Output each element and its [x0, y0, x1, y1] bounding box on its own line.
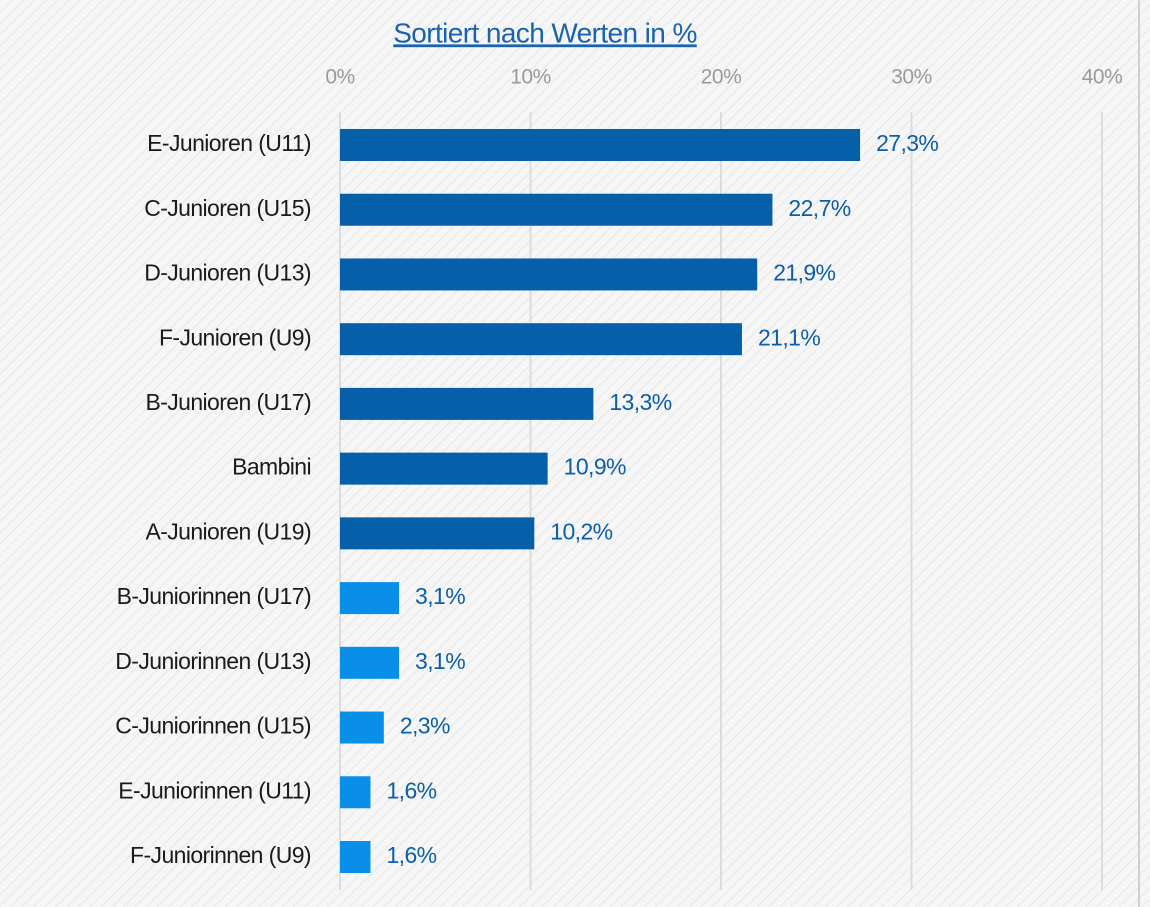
- bar: [340, 193, 773, 226]
- bar: [340, 776, 371, 809]
- value-label: 21,9%: [773, 260, 835, 286]
- y-tick-label: B-Juniorinnen (U17): [117, 583, 311, 609]
- x-tick-label: 20%: [701, 66, 742, 89]
- value-label: 22,7%: [788, 195, 850, 221]
- y-tick-label: D-Juniorinnen (U13): [115, 648, 311, 674]
- value-label: 21,1%: [758, 324, 820, 350]
- value-label: 10,2%: [550, 518, 612, 544]
- value-label: 13,3%: [609, 389, 671, 415]
- value-label: 1,6%: [386, 777, 436, 803]
- y-tick-label: A-Junioren (U19): [145, 518, 311, 544]
- bar: [340, 517, 535, 550]
- value-label: 27,3%: [876, 130, 938, 156]
- x-tick-label: 30%: [891, 66, 932, 89]
- value-label: 2,3%: [400, 713, 450, 739]
- x-tick-label: 0%: [325, 66, 354, 89]
- y-tick-label: D-Junioren (U13): [144, 260, 311, 286]
- chart-title: Sortiert nach Werten in %: [393, 17, 697, 48]
- x-tick-label: 40%: [1082, 66, 1123, 89]
- value-label: 3,1%: [415, 648, 465, 674]
- x-tick-label: 10%: [510, 66, 551, 89]
- bar: [340, 129, 861, 161]
- value-label: 3,1%: [415, 583, 465, 609]
- bar: [340, 387, 594, 420]
- y-tick-label: C-Juniorinnen (U15): [115, 713, 311, 739]
- y-tick-label: E-Junioren (U11): [147, 130, 311, 156]
- bar: [340, 582, 400, 615]
- bar: [340, 841, 371, 873]
- bar: [340, 452, 548, 485]
- y-tick-label: F-Junioren (U9): [159, 324, 311, 350]
- bar: [340, 258, 758, 291]
- y-tick-label: B-Junioren (U17): [145, 389, 311, 415]
- bar: [340, 323, 742, 356]
- bar: [340, 711, 384, 744]
- y-tick-label: F-Juniorinnen (U9): [130, 842, 311, 868]
- y-tick-label: Bambini: [232, 454, 311, 480]
- value-label: 10,9%: [564, 454, 626, 480]
- bar: [340, 646, 400, 679]
- y-tick-label: E-Juniorinnen (U11): [118, 777, 311, 803]
- y-tick-label: C-Junioren (U15): [144, 195, 311, 221]
- value-label: 1,6%: [386, 842, 436, 868]
